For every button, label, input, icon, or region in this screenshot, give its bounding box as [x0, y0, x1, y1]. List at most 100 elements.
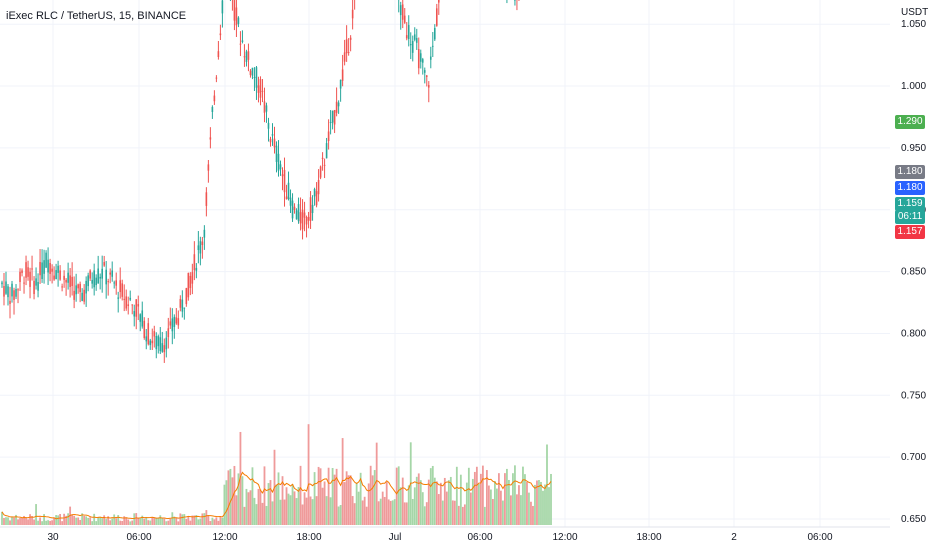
x-tick-label: Jul	[389, 532, 402, 543]
candle-body	[253, 76, 256, 79]
volume-bar	[19, 518, 21, 525]
volume-bar	[139, 518, 142, 525]
candle-body	[29, 271, 31, 287]
volume-bar	[127, 519, 130, 525]
volume-bar	[51, 520, 53, 525]
candle-body	[145, 336, 148, 342]
volume-bar	[359, 472, 362, 525]
volume-bar	[43, 514, 45, 525]
candle-body	[351, 9, 354, 19]
volume-bar	[347, 475, 350, 525]
candle-body	[173, 316, 176, 327]
volume-bar	[247, 492, 250, 525]
candle-body	[245, 51, 248, 62]
candle-body	[289, 197, 292, 206]
candle-body	[301, 209, 304, 230]
volume-bar	[183, 514, 186, 525]
candle-body	[247, 51, 250, 60]
x-tick-label: 2	[731, 532, 737, 543]
candles	[1, 0, 520, 363]
candle-body	[279, 164, 282, 170]
volume-bar	[303, 492, 306, 525]
candle-body	[317, 180, 320, 195]
volume-bar	[367, 483, 370, 525]
candle-body	[101, 268, 103, 279]
volume-bar	[55, 515, 57, 525]
candle-body	[111, 270, 114, 277]
volume-bar	[538, 480, 540, 525]
candle-body	[335, 101, 338, 113]
candle-body	[15, 288, 17, 297]
candle-body	[347, 52, 350, 54]
volume-bar	[251, 467, 254, 525]
volume-bar	[431, 465, 434, 525]
x-tick-label: 06:00	[126, 532, 151, 543]
volume-bar	[333, 474, 336, 525]
volume-bar	[435, 481, 438, 525]
candle-body	[339, 79, 342, 89]
volume-bar	[151, 517, 154, 525]
volume-bar	[9, 520, 11, 525]
volume-bar	[147, 520, 150, 525]
volume-bar	[125, 517, 128, 525]
candle-body	[331, 110, 334, 123]
volume-bar	[279, 499, 282, 525]
stop-price-tag: 1.157	[895, 225, 925, 239]
volume-bar	[299, 465, 302, 525]
volume-bar	[393, 499, 396, 525]
volume-bar	[65, 515, 68, 525]
candle-body	[249, 70, 252, 75]
volume-bar	[419, 480, 422, 525]
volume-bar	[335, 468, 338, 525]
x-tick-label: 30	[47, 532, 59, 543]
volume-bar	[165, 521, 168, 525]
volume-bar	[447, 480, 450, 525]
volume-bar	[15, 514, 17, 525]
volume-bar	[115, 518, 118, 525]
volume-bar	[41, 521, 43, 525]
candle-body	[63, 275, 65, 280]
volume-bar	[463, 504, 466, 525]
volume-bar	[339, 505, 342, 525]
volume-ma-line	[1, 471, 552, 520]
volume-bar	[373, 470, 376, 525]
volume-bar	[349, 475, 352, 525]
volume-bar	[544, 484, 546, 525]
volume-bar	[415, 476, 418, 525]
candle-body	[99, 276, 101, 279]
volume-bar	[389, 500, 392, 525]
volume-bar	[371, 475, 374, 525]
volume-bar	[113, 514, 116, 525]
candle-body	[429, 56, 432, 60]
volume-bar	[131, 520, 134, 525]
volume-bar	[491, 498, 494, 525]
volume-bar	[345, 471, 348, 525]
candle-body	[239, 43, 242, 45]
candle-body	[425, 75, 428, 77]
y-tick-label: 0.950	[901, 143, 926, 154]
candle-body	[89, 270, 91, 279]
volume-bar	[283, 499, 286, 525]
candle-body	[285, 196, 288, 200]
volume-bar	[401, 477, 404, 525]
volume-bar	[209, 521, 212, 525]
candle-body	[149, 340, 152, 346]
volume-bar	[385, 481, 388, 525]
candle-body	[405, 35, 408, 39]
candle-body	[219, 33, 222, 36]
candle-body	[109, 272, 111, 275]
bar-countdown-tag: 06:11	[895, 210, 925, 224]
volume-bar	[211, 517, 214, 525]
volume-bar	[433, 477, 436, 525]
candle-body	[399, 5, 402, 16]
volume-bar	[532, 505, 534, 525]
volume-bar	[195, 515, 198, 525]
volume-bar	[233, 465, 236, 525]
time-axis[interactable]: 30 06:00 12:00 18:00 Jul 06:00 12:00 18:00 2 06:0…	[0, 526, 890, 543]
volume-bar	[201, 513, 204, 525]
candle-body	[115, 280, 118, 286]
candle-body	[327, 131, 330, 142]
volume-bar	[399, 487, 402, 525]
price-axis[interactable]: 0.6500.7000.7500.8000.8500.9000.9501.000…	[901, 0, 926, 525]
